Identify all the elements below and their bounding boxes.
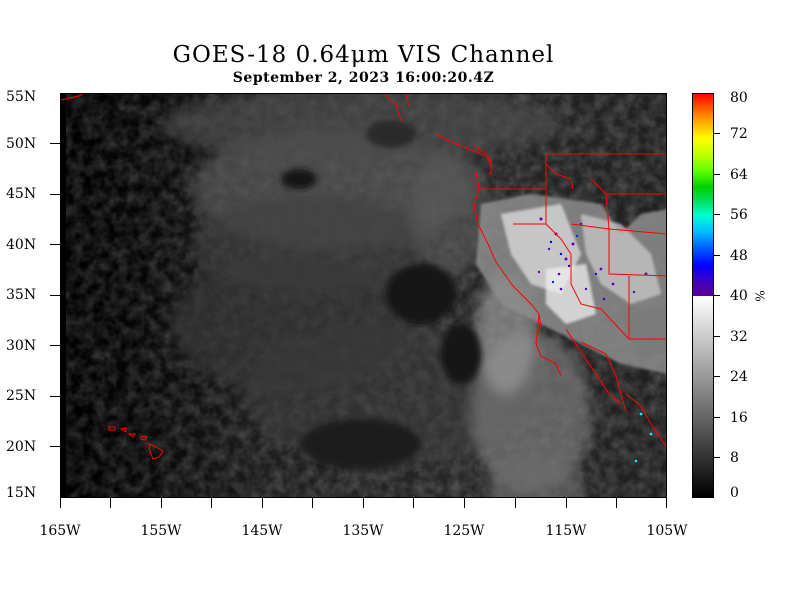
lon-tick xyxy=(515,498,516,508)
colorbar-color-segment xyxy=(693,94,713,296)
colorbar-label: 72 xyxy=(730,126,748,142)
lat-tick xyxy=(50,446,60,447)
lat-label: 15N xyxy=(6,485,37,501)
colorbar-label: 0 xyxy=(730,485,739,501)
lon-label: 115W xyxy=(545,523,587,539)
colorbar-label: 80 xyxy=(730,90,748,106)
colorbar-tick xyxy=(714,295,720,296)
colorbar-tick xyxy=(714,457,720,458)
lon-label: 135W xyxy=(342,523,384,539)
lon-tick xyxy=(413,498,414,508)
lon-tick xyxy=(616,498,617,508)
lat-label: 55N xyxy=(6,89,37,105)
lat-tick xyxy=(50,396,60,397)
lon-tick xyxy=(262,498,263,508)
colorbar-tick xyxy=(714,214,720,215)
lon-tick xyxy=(464,498,465,508)
lat-tick xyxy=(50,194,60,195)
colorbar xyxy=(692,93,714,498)
colorbar-label: 8 xyxy=(730,450,739,466)
lon-tick xyxy=(211,498,212,508)
lat-label: 40N xyxy=(6,237,37,253)
lat-label: 30N xyxy=(6,338,37,354)
colorbar-label: 56 xyxy=(730,207,748,223)
colorbar-label: 40 xyxy=(730,288,748,304)
lon-label: 105W xyxy=(646,523,688,539)
colorbar-label: 24 xyxy=(730,369,748,385)
lat-label: 20N xyxy=(6,439,37,455)
lat-tick xyxy=(50,143,60,144)
colorbar-label: 64 xyxy=(730,167,748,183)
colorbar-label: 48 xyxy=(730,248,748,264)
lon-tick xyxy=(110,498,111,508)
colorbar-tick xyxy=(714,174,720,175)
satellite-map[interactable] xyxy=(60,93,667,498)
lat-tick xyxy=(50,295,60,296)
lat-tick xyxy=(50,345,60,346)
chart-title: GOES-18 0.64μm VIS Channel xyxy=(172,42,555,68)
satellite-image xyxy=(61,94,666,497)
lat-label: 50N xyxy=(6,136,37,152)
colorbar-tick xyxy=(714,133,720,134)
colorbar-tick xyxy=(714,255,720,256)
lon-label: 145W xyxy=(241,523,283,539)
colorbar-label: 16 xyxy=(730,410,748,426)
colorbar-gray-segment xyxy=(693,295,713,497)
lon-tick xyxy=(60,498,61,508)
lon-label: 125W xyxy=(443,523,485,539)
lat-label: 25N xyxy=(6,388,37,404)
lon-tick xyxy=(312,498,313,508)
lon-label: 155W xyxy=(140,523,182,539)
lat-label: 35N xyxy=(6,287,37,303)
lon-tick xyxy=(566,498,567,508)
chart-timestamp: September 2, 2023 16:00:20.4Z xyxy=(232,70,495,86)
colorbar-label: 32 xyxy=(730,329,748,345)
lon-tick xyxy=(363,498,364,508)
colorbar-tick xyxy=(714,336,720,337)
lat-tick xyxy=(50,244,60,245)
lat-label: 45N xyxy=(6,186,37,202)
colorbar-tick xyxy=(714,376,720,377)
lon-tick xyxy=(666,498,667,508)
lon-tick xyxy=(161,498,162,508)
colorbar-tick xyxy=(714,417,720,418)
colorbar-unit: % xyxy=(752,290,767,302)
lon-label: 165W xyxy=(39,523,81,539)
